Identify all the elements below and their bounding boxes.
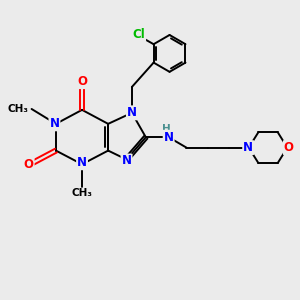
Text: O: O (284, 141, 294, 154)
Text: N: N (127, 106, 137, 119)
Text: CH₃: CH₃ (71, 188, 92, 198)
Text: O: O (24, 158, 34, 171)
Text: H: H (162, 124, 171, 134)
Text: O: O (77, 75, 87, 88)
Text: N: N (77, 156, 87, 169)
Text: N: N (243, 141, 253, 154)
Text: CH₃: CH₃ (7, 104, 28, 114)
Text: Cl: Cl (132, 28, 145, 41)
Text: N: N (50, 117, 59, 130)
Text: N: N (164, 131, 174, 144)
Text: N: N (122, 154, 131, 167)
